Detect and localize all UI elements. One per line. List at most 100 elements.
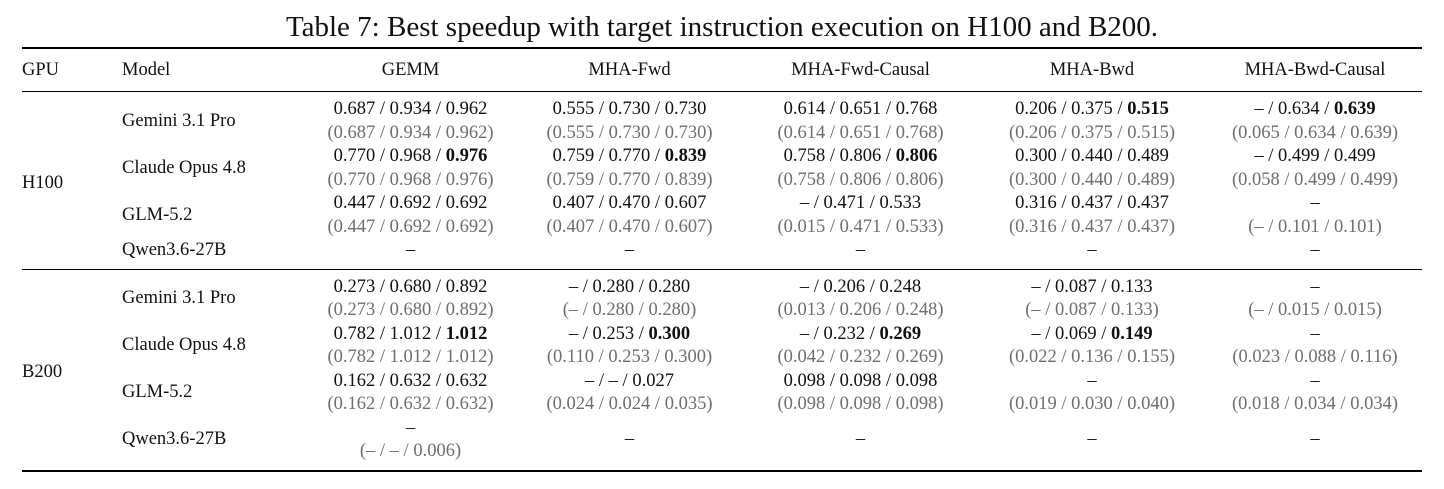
speedup-subvalue: (– / 0.280 / 0.280) (562, 300, 697, 320)
speedup-value: 0.273 / 0.680 / 0.892 (307, 276, 514, 300)
speedup-cell: – / 0.232 / 0.269 (0.042 / 0.232 / 0.269) (745, 323, 976, 370)
header-mha-fwd: MHA-Fwd (588, 59, 671, 80)
gpu-label: B200 (22, 361, 63, 382)
best-speedup: 0.149 (1111, 323, 1153, 344)
speedup-cell: – (976, 417, 1208, 471)
speedup-subvalue: (0.407 / 0.470 / 0.607) (546, 216, 713, 237)
speedup-subvalue: (0.065 / 0.634 / 0.639) (1232, 122, 1398, 143)
speedup-text: 0.555 / 0.730 / 0.730 (552, 99, 707, 119)
table-row: B200 Gemini 3.1 Pro 0.273 / 0.680 / 0.892 (… (22, 269, 1422, 382)
speedup-cell: 0.098 / 0.098 / 0.098 (0.098 / 0.098 / 0.… (745, 370, 976, 417)
speedup-subvalue: (0.098 / 0.098 / 0.098) (777, 394, 944, 414)
speedup-text: – (1310, 323, 1320, 344)
table-row: Claude Opus 4.8 0.770 / 0.968 / 0.976 (0.7… (22, 145, 1422, 192)
speedup-value: – / 0.280 / 0.280 (514, 276, 745, 300)
model-name: Gemini 3.1 Pro (122, 110, 236, 131)
speedup-value: 0.206 / 0.375 / 0.515 (976, 98, 1208, 122)
speedup-cell: 0.555 / 0.730 / 0.730 (0.555 / 0.730 / 0.… (514, 92, 745, 146)
speedup-cell: – / – / 0.027 (0.024 / 0.024 / 0.035) (514, 370, 745, 417)
group-h100: H100 Gemini 3.1 Pro 0.687 / 0.934 / 0.962 (… (22, 92, 1422, 269)
speedup-cell: – (514, 417, 745, 471)
speedup-subvalue: (0.300 / 0.440 / 0.489) (1009, 169, 1175, 190)
speedup-subvalue: (0.018 / 0.034 / 0.034) (1232, 394, 1398, 414)
speedup-text: 0.273 / 0.680 / 0.892 (333, 276, 488, 297)
speedup-value: – (745, 239, 976, 263)
speedup-text: – / 0.206 / 0.248 (799, 276, 922, 297)
speedup-text: – (1310, 240, 1320, 260)
speedup-text: – (405, 417, 416, 438)
model-name: Claude Opus 4.8 (122, 335, 246, 356)
speedup-cell: 0.300 / 0.440 / 0.489 (0.300 / 0.440 / 0.… (976, 145, 1208, 192)
speedup-value: – (1208, 370, 1422, 394)
speedup-value: – (1208, 239, 1422, 263)
speedup-subvalue: (0.316 / 0.437 / 0.437) (1009, 216, 1175, 237)
speedup-cell: 0.759 / 0.770 / 0.839 (0.759 / 0.770 / 0.… (514, 145, 745, 192)
header-mha-bwd-causal: MHA-Bwd-Causal (1244, 59, 1386, 80)
speedup-cell: – (– / 0.101 / 0.101) (1208, 192, 1422, 239)
speedup-text: – / 0.069 / (1031, 323, 1112, 344)
speedup-value: – (976, 428, 1208, 452)
header-model: Model (122, 59, 171, 80)
model-name: Claude Opus 4.8 (122, 157, 246, 178)
speedup-subvalue: (0.206 / 0.375 / 0.515) (1009, 122, 1175, 143)
table-row: H100 Gemini 3.1 Pro 0.687 / 0.934 / 0.962 (… (22, 92, 1422, 193)
speedup-text: – (1310, 370, 1320, 391)
group-b200: B200 Gemini 3.1 Pro 0.273 / 0.680 / 0.892 (… (22, 269, 1422, 471)
speedup-cell: – (0.018 / 0.034 / 0.034) (1208, 370, 1422, 417)
model-name: Qwen3.6-27B (122, 240, 227, 260)
speedup-cell: 0.614 / 0.651 / 0.768 (0.614 / 0.651 / 0.… (745, 92, 976, 146)
speedup-text: – (855, 429, 866, 450)
speedup-cell: – (1208, 239, 1422, 269)
speedup-value: 0.098 / 0.098 / 0.098 (745, 370, 976, 394)
speedup-value: 0.759 / 0.770 / 0.839 (514, 145, 745, 169)
speedup-cell: 0.273 / 0.680 / 0.892 (0.273 / 0.680 / 0.… (307, 269, 514, 323)
speedup-cell: – / 0.280 / 0.280 (– / 0.280 / 0.280) (514, 269, 745, 323)
speedup-text: – / 0.280 / 0.280 (568, 276, 691, 297)
speedup-cell: – (745, 417, 976, 471)
speedup-subvalue: (0.687 / 0.934 / 0.962) (327, 122, 494, 143)
speedup-subvalue: (0.013 / 0.206 / 0.248) (777, 300, 944, 320)
best-speedup: 1.012 (445, 323, 488, 344)
speedup-cell: – / 0.206 / 0.248 (0.013 / 0.206 / 0.248) (745, 269, 976, 323)
table-row: GLM-5.2 0.162 / 0.632 / 0.632 (0.162 / 0.6… (22, 370, 1422, 417)
speedup-cell: – (– / – / 0.006) (307, 417, 514, 471)
speedup-text: – / 0.087 / 0.133 (1031, 276, 1153, 297)
speedup-value: 0.687 / 0.934 / 0.962 (307, 98, 514, 122)
speedup-text: – (1087, 429, 1097, 450)
speedup-value: – (1208, 276, 1422, 300)
speedup-text: – (624, 429, 635, 450)
speedup-subvalue: (0.555 / 0.730 / 0.730) (546, 122, 713, 143)
speedup-subvalue: (– / 0.087 / 0.133) (1025, 300, 1159, 320)
speedup-cell: – (745, 239, 976, 269)
speedup-value: – / 0.471 / 0.533 (745, 192, 976, 216)
speedup-subvalue: (– / – / 0.006) (359, 441, 462, 461)
header-mha-bwd: MHA-Bwd (1049, 59, 1135, 80)
speedup-value: 0.447 / 0.692 / 0.692 (307, 192, 514, 216)
speedup-cell: – / 0.471 / 0.533 (0.015 / 0.471 / 0.533) (745, 192, 976, 239)
speedup-cell: – / 0.253 / 0.300 (0.110 / 0.253 / 0.300) (514, 323, 745, 370)
results-table: GPU Model GEMM MHA-Fwd MHA-Fwd-Causal MH… (22, 47, 1422, 472)
speedup-subvalue: (0.759 / 0.770 / 0.839) (546, 169, 713, 190)
speedup-value: – (745, 428, 976, 452)
speedup-cell: 0.447 / 0.692 / 0.692 (0.447 / 0.692 / 0.… (307, 192, 514, 239)
speedup-text: – (405, 240, 416, 260)
speedup-text: 0.447 / 0.692 / 0.692 (333, 193, 488, 213)
speedup-text: 0.407 / 0.470 / 0.607 (552, 193, 707, 213)
speedup-cell: 0.770 / 0.968 / 0.976 (0.770 / 0.968 / 0.… (307, 145, 514, 192)
speedup-value: – (1208, 323, 1422, 347)
table-caption: Table 7: Best speedup with target instru… (285, 11, 1159, 43)
speedup-subvalue: (– / 0.101 / 0.101) (1248, 216, 1382, 237)
speedup-value: – / 0.232 / 0.269 (745, 323, 976, 347)
speedup-subvalue: (0.058 / 0.499 / 0.499) (1232, 169, 1398, 190)
speedup-subvalue: (0.023 / 0.088 / 0.116) (1232, 347, 1398, 367)
speedup-cell: 0.162 / 0.632 / 0.632 (0.162 / 0.632 / 0.… (307, 370, 514, 417)
speedup-text: 0.782 / 1.012 / (333, 323, 446, 344)
speedup-cell: – (307, 239, 514, 269)
header-row: GPU Model GEMM MHA-Fwd MHA-Fwd-Causal MH… (22, 48, 1422, 92)
best-speedup: 0.806 (895, 146, 938, 166)
speedup-value: 0.555 / 0.730 / 0.730 (514, 98, 745, 122)
speedup-subvalue: (0.110 / 0.253 / 0.300) (546, 347, 713, 367)
speedup-text: 0.759 / 0.770 / (552, 146, 665, 166)
speedup-value: – / 0.206 / 0.248 (745, 276, 976, 300)
speedup-subvalue: (0.447 / 0.692 / 0.692) (327, 216, 494, 237)
